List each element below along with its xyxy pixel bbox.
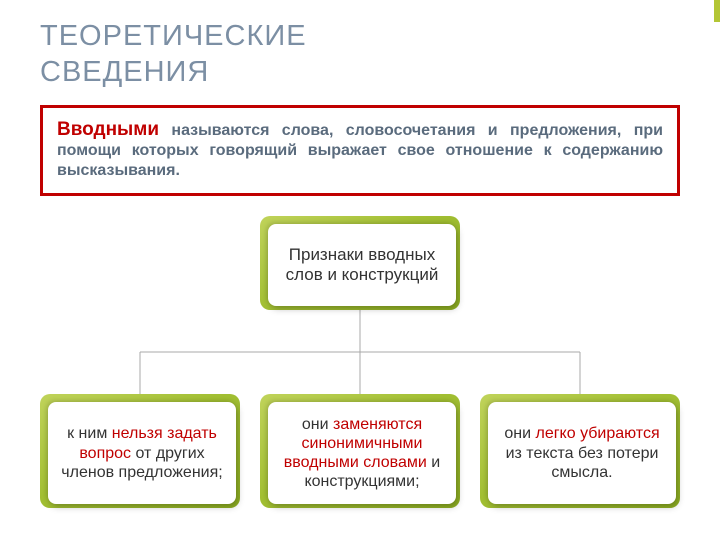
child-post: из текста без потери смысла. bbox=[506, 445, 659, 481]
child-highlight: легко убираются bbox=[535, 425, 659, 442]
node-inner: к ним нельзя задать вопрос от других чле… bbox=[48, 402, 236, 504]
child-text: они легко убираются из текста без потери… bbox=[498, 424, 666, 482]
child-pre: они bbox=[302, 416, 333, 433]
definition-box: Вводными называются слова, словосочетани… bbox=[40, 105, 680, 197]
child-text: к ним нельзя задать вопрос от других чле… bbox=[58, 424, 226, 482]
child-pre: они bbox=[504, 425, 535, 442]
tree-child-node: к ним нельзя задать вопрос от других чле… bbox=[40, 394, 240, 508]
slide: ТЕОРЕТИЧЕСКИЕСВЕДЕНИЯ Вводными называютс… bbox=[0, 0, 720, 540]
tree-child-node: они заменяются синонимичными вводными сл… bbox=[260, 394, 460, 508]
definition-text: Вводными называются слова, словосочетани… bbox=[57, 118, 663, 182]
tree-root-node: Признаки вводных слов и конструкций bbox=[260, 216, 460, 310]
child-pre: к ним bbox=[67, 425, 112, 442]
root-label: Признаки вводных слов и конструкций bbox=[278, 245, 446, 286]
title-text: ТЕОРЕТИЧЕСКИЕСВЕДЕНИЯ bbox=[40, 20, 307, 88]
node-inner: они заменяются синонимичными вводными сл… bbox=[268, 402, 456, 504]
slide-title: ТЕОРЕТИЧЕСКИЕСВЕДЕНИЯ bbox=[40, 18, 680, 91]
smartart-tree: Признаки вводных слов и конструкций к ни… bbox=[40, 206, 680, 526]
tree-child-node: они легко убираются из текста без потери… bbox=[480, 394, 680, 508]
definition-lead: Вводными bbox=[57, 119, 159, 140]
child-text: они заменяются синонимичными вводными сл… bbox=[278, 415, 446, 492]
node-inner: Признаки вводных слов и конструкций bbox=[268, 224, 456, 306]
node-inner: они легко убираются из текста без потери… bbox=[488, 402, 676, 504]
